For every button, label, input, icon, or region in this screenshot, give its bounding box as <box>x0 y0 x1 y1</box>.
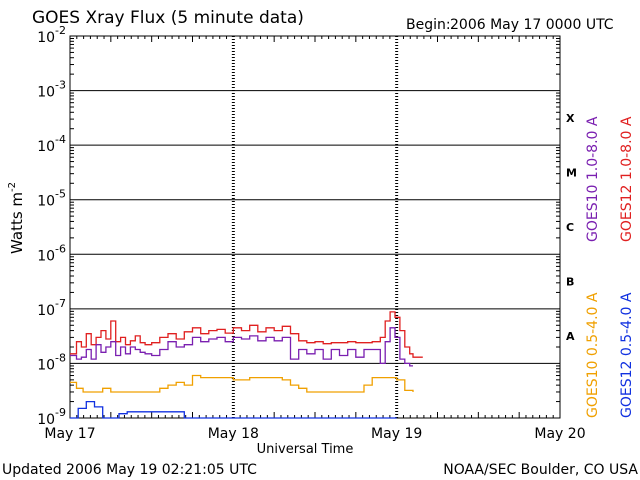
grid-layer <box>70 36 560 418</box>
series-line <box>70 311 423 358</box>
y-tick-label: 10-3 <box>37 79 66 101</box>
y-axis-label: Watts m-2 <box>7 182 26 254</box>
y-tick-label: 10-6 <box>37 242 66 264</box>
series-layer <box>70 311 423 419</box>
chart-title: GOES Xray Flux (5 minute data) <box>32 8 304 28</box>
y-tick-label: 10-2 <box>37 24 66 46</box>
y-tick-label: 10-4 <box>37 133 66 155</box>
y-tick-label: 10-9 <box>37 406 66 428</box>
series-line <box>70 400 397 419</box>
legend-long-wavelength: GOES10 1.0-8.0 A <box>585 116 601 242</box>
flare-class-labels: X M C B A <box>566 112 577 343</box>
legend-goes10-short: GOES10 0.5-4.0 A <box>585 292 601 418</box>
flare-class-label: B <box>566 276 574 289</box>
legend-short-wavelength-12: GOES12 0.5-4.0 A <box>619 292 635 418</box>
flare-class-label: A <box>566 330 575 343</box>
flare-class-label: C <box>566 221 574 234</box>
y-tick-label: 10-5 <box>37 188 66 210</box>
legend-goes12-short: GOES12 0.5-4.0 A <box>619 292 635 418</box>
flare-class-label: M <box>566 166 577 179</box>
x-tick-label: May 20 <box>534 426 585 442</box>
x-tick-label: May 18 <box>208 426 259 442</box>
x-tick-label: May 17 <box>44 426 95 442</box>
legend-goes10-long: GOES10 1.0-8.0 A <box>585 116 601 242</box>
x-tick-labels: May 17 May 18 May 19 May 20 <box>44 426 585 442</box>
x-tick-label: May 19 <box>371 426 422 442</box>
credit-text: NOAA/SEC Boulder, CO USA <box>443 462 638 478</box>
legend-goes12-long: GOES12 1.0-8.0 A <box>619 116 635 242</box>
series-line <box>70 374 414 393</box>
legend-long-wavelength-12: GOES12 1.0-8.0 A <box>619 116 635 242</box>
flare-class-label: X <box>566 112 575 125</box>
series-line <box>70 327 413 367</box>
legend-short-wavelength: GOES10 0.5-4.0 A <box>585 292 601 418</box>
updated-timestamp: Updated 2006 May 19 02:21:05 UTC <box>2 462 257 478</box>
y-tick-labels: 10-2 10-3 10-4 10-5 10-6 10-7 10-8 10-9 <box>37 24 66 428</box>
y-tick-label: 10-8 <box>37 351 66 373</box>
x-axis-label: Universal Time <box>257 442 354 457</box>
begin-date: 2006 May 17 0000 UTC <box>450 17 614 33</box>
y-axis-label-group: Watts m-2 <box>7 182 26 254</box>
y-tick-label: 10-7 <box>37 297 66 319</box>
begin-label: Begin: <box>406 17 451 33</box>
